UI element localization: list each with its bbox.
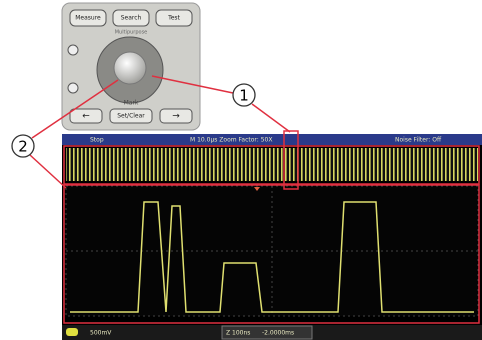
callout-number: 1 [239,87,249,105]
callout-line [31,79,119,139]
small-button[interactable] [67,82,79,94]
knob-label: Multipurpose [115,30,148,36]
button[interactable] [112,9,150,27]
callout-circle [11,134,35,158]
status: Stop [90,137,104,144]
zoom-overview [66,148,478,181]
highlight-box [283,130,299,190]
mark-label: Mark [124,100,139,107]
trigger-marker [254,187,260,191]
button-label: Test [167,15,180,22]
callout-line [151,75,234,94]
small-button[interactable] [67,44,79,56]
channel-scale: 500mV [90,330,112,337]
knob[interactable] [113,51,147,85]
filter: Noise Filter: Off [395,137,442,144]
channel-badge [66,328,78,336]
button[interactable] [155,9,193,27]
position: -2.0000ms [262,330,294,337]
button[interactable] [69,9,107,27]
waveform [70,201,474,313]
callout-line [251,103,291,133]
callout-number: 2 [18,138,28,156]
timebase: M 10.0µs Zoom Factor: 50X [190,137,272,144]
status-bar [62,134,482,145]
button[interactable] [159,108,193,124]
button[interactable] [109,108,153,124]
highlight-box [63,145,480,185]
callout-line [29,154,67,189]
time-box [221,325,313,340]
button-label: → [172,112,180,122]
button-label: ← [82,112,90,122]
callout-circle [232,83,256,107]
button-label: Search [121,15,142,22]
zoom-scale: Z 100ns [226,330,250,337]
button-label: Set/Clear [117,113,145,120]
highlight-box [63,184,480,324]
button[interactable] [69,108,103,124]
button-label: Measure [75,15,101,22]
